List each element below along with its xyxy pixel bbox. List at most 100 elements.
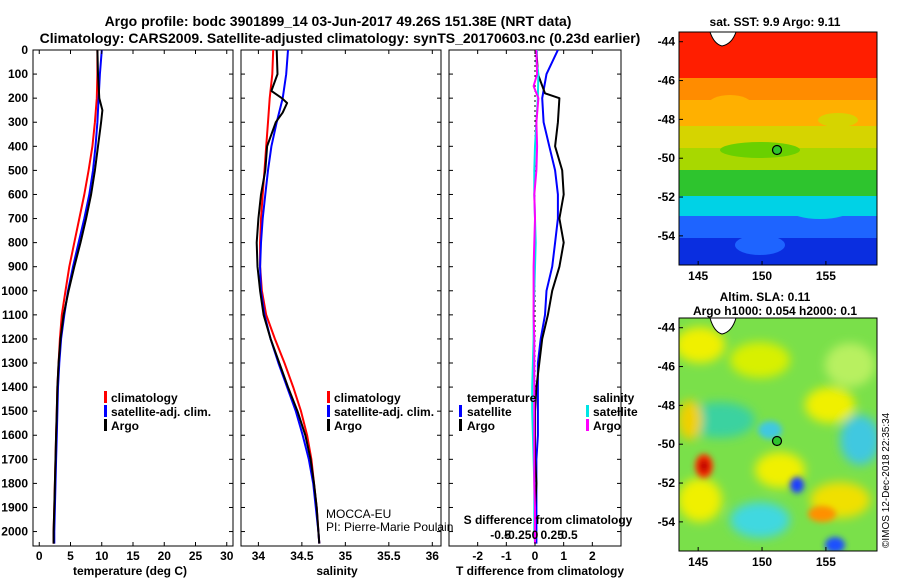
s-tick-label: 0 (532, 528, 539, 542)
map-y-tick-label: -48 (658, 112, 676, 126)
sla-blob (805, 387, 855, 423)
depth-tick-label: 2000 (1, 525, 28, 539)
x-tick-label: 2 (589, 549, 596, 563)
series-line-temperature-Argo (534, 50, 565, 544)
temperature-legend: climatology satellite-adj. clim. Argo (104, 391, 211, 433)
temperature-series (52, 50, 104, 544)
x-tick-label: 36 (426, 549, 440, 563)
sla-low-anomaly (825, 537, 845, 551)
map-x-tick-label: 155 (816, 269, 836, 283)
depth-tick-label: 400 (8, 139, 28, 153)
sst-blue-patch (735, 235, 785, 255)
sst-argo-marker (771, 144, 783, 156)
credit-pi: PI: Pierre-Marie Poulain (326, 520, 453, 534)
sst-map-title: sat. SST: 9.9 Argo: 9.11 (710, 15, 841, 29)
sst-warm-patch (708, 95, 752, 115)
map-x-tick-label: 155 (816, 555, 836, 569)
copyright-stamp: ©IMOS 12-Dec-2018 22:35:34 (881, 412, 892, 548)
map-x-tick-label: 150 (752, 555, 772, 569)
legend-label-argo: Argo (111, 419, 139, 433)
difference-x-ticks: -2 -1 0 1 2 (472, 50, 596, 563)
x-tick-label: 35 (339, 549, 353, 563)
x-tick-label: -1 (501, 549, 512, 563)
depth-tick-label: 1500 (1, 404, 28, 418)
sla-warm-patch (808, 506, 836, 522)
legend-swatch-salinity-satellite (586, 405, 589, 417)
sla-blob (679, 400, 702, 440)
difference-xlabel: T difference from climatology (456, 564, 624, 578)
sst-band-green (679, 170, 877, 196)
depth-tick-label: 900 (8, 260, 28, 274)
depth-tick-label: 0 (21, 43, 28, 57)
sla-blob (679, 327, 725, 363)
s-tick-label: 0.25 (541, 528, 565, 542)
sla-argo-marker (771, 435, 783, 447)
salinity-series (255, 50, 321, 544)
sla-low-anomaly (790, 477, 804, 493)
legend-title-temperature: temperature (467, 391, 537, 405)
sla-blob (840, 415, 877, 465)
legend-label-temperature-satellite: satellite (467, 405, 512, 419)
map-y-tick-label: -52 (658, 190, 676, 204)
sla-blob (730, 342, 790, 378)
sst-cyan-patch (790, 201, 850, 219)
series-line-argo (255, 50, 321, 544)
sla-map-frame (678, 317, 878, 552)
sla-blob (825, 343, 875, 387)
sst-band-blue (679, 216, 877, 238)
s-tick-label: -0.5 (490, 528, 511, 542)
legend-swatch-satellite (327, 405, 330, 417)
series-line-salinity-Argo (532, 50, 540, 544)
salinity-x-ticks: 34 34.5 35 35.5 36 (252, 50, 440, 563)
legend-label-salinity-satellite: satellite (593, 405, 638, 419)
depth-axis: 0 100 200 300 400 500 600 700 800 900 1000 1100 1200… (1, 43, 28, 539)
map-x-tick-label: 150 (752, 269, 772, 283)
salinity-difference-xlabel: S difference from climatology (464, 513, 633, 527)
map-y-tick-label: -46 (658, 360, 676, 374)
x-tick-label: 30 (220, 549, 234, 563)
depth-tick-label: 600 (8, 187, 28, 201)
x-tick-label: 15 (126, 549, 140, 563)
map-y-tick-label: -50 (658, 437, 676, 451)
difference-legend-salinity: salinity satellite Argo (586, 391, 638, 433)
temperature-xlabel: temperature (deg C) (73, 564, 187, 578)
credit-org: MOCCA-EU (326, 507, 391, 521)
depth-tick-label: 700 (8, 212, 28, 226)
sst-band-orange (679, 78, 877, 100)
depth-tick-label: 100 (8, 67, 28, 81)
s-tick-label: -0.25 (504, 528, 532, 542)
legend-swatch-climatology (327, 391, 330, 403)
sst-cool-patch (720, 142, 800, 158)
legend-label-satellite: satellite-adj. clim. (111, 405, 211, 419)
map-y-tick-label: -50 (658, 151, 676, 165)
legend-label-climatology: climatology (334, 391, 401, 405)
depth-tick-label: 1300 (1, 356, 28, 370)
legend-label-satellite: satellite-adj. clim. (334, 405, 434, 419)
sst-map (679, 32, 877, 265)
sla-blob (679, 478, 722, 522)
x-tick-label: 0 (532, 549, 539, 563)
depth-tick-label: 1900 (1, 500, 28, 514)
sla-map-title: Altim. SLA: 0.11 (720, 290, 811, 304)
salinity-difference-x-ticks: -0.5-0.25 0 0.250.5 (490, 528, 578, 542)
sst-land-outline (709, 32, 737, 47)
map-y-tick-label: -52 (658, 476, 676, 490)
sla-map-ticks: 145 150 155 -44 -46 -48 -50 -52 -54 (658, 321, 837, 569)
legend-label-argo: Argo (334, 419, 362, 433)
sla-map-subtitle: Argo h1000: 0.054 h2000: 0.1 (693, 304, 857, 318)
depth-tick-label: 1800 (1, 476, 28, 490)
legend-swatch-argo (327, 419, 330, 431)
difference-series (531, 50, 565, 546)
legend-swatch-climatology (104, 391, 107, 403)
x-tick-label: 0 (36, 549, 43, 563)
sla-cyan-patch (758, 421, 782, 439)
depth-tick-label: 800 (8, 236, 28, 250)
depth-tick-label: 1100 (2, 308, 28, 322)
sst-band-red (679, 32, 877, 78)
salinity-plot-frame (240, 49, 442, 547)
legend-title-salinity: salinity (593, 391, 635, 405)
x-tick-label: -2 (472, 549, 483, 563)
temperature-plot-frame (32, 49, 234, 547)
figure-title-line2: Climatology: CARS2009. Satellite-adjuste… (40, 30, 641, 46)
s-tick-label: 0.5 (561, 528, 578, 542)
